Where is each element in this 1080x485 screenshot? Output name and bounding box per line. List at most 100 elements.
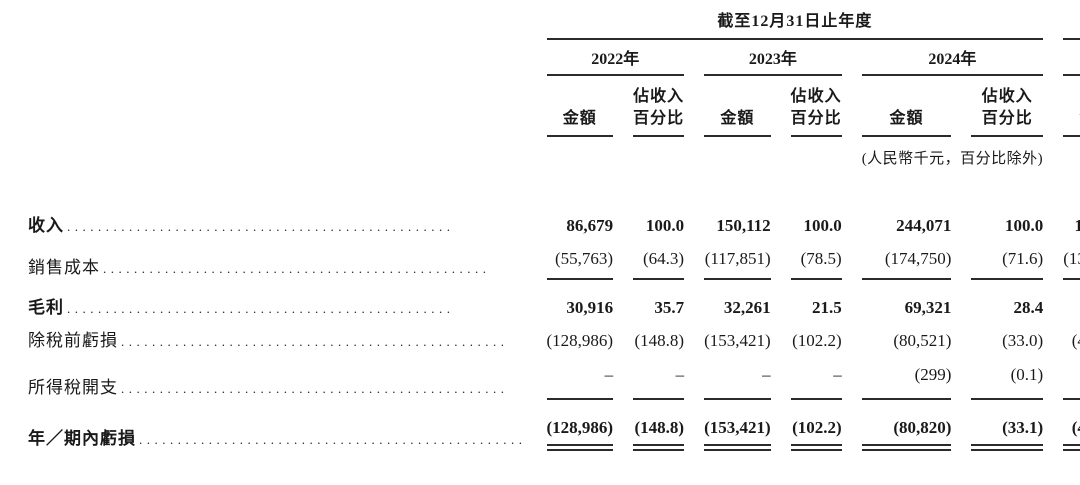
cell-value: (117,851) xyxy=(704,238,771,281)
cell-value: – xyxy=(633,354,685,400)
income-statement-table: 截至12月31日止年度 截至9月30日止九個月 2022年 2023年 2024… xyxy=(8,12,1080,452)
table-row-revenue: 收入 86,679 100.0 150,112 100.0 244,071 10… xyxy=(28,198,1080,238)
dot-leaders xyxy=(139,432,527,448)
year-header-2023: 2023年 xyxy=(704,40,842,76)
period-header-row: 截至12月31日止年度 截至9月30日止九個月 xyxy=(28,12,1080,40)
cell-value: (153,421) xyxy=(704,400,771,452)
cell-value: – xyxy=(704,354,771,400)
cell-value: – xyxy=(1063,354,1080,400)
cell-value: 60,814 xyxy=(1063,280,1080,320)
year-header-2022: 2022年 xyxy=(546,40,685,76)
pct-header-line2: 百分比 xyxy=(633,109,685,127)
cell-value: – xyxy=(790,354,842,400)
cell-value: 21.5 xyxy=(811,298,842,318)
cell-value: (299) xyxy=(861,354,952,400)
cell-value: (132,834) xyxy=(1063,238,1080,281)
row-label: 收入 xyxy=(28,215,64,235)
cell-value: (148.8) xyxy=(633,400,685,452)
cell-value: 150,112 xyxy=(716,215,771,235)
cell-value: 32,261 xyxy=(723,298,771,318)
cell-value: 35.7 xyxy=(654,298,685,318)
spacer xyxy=(547,137,842,171)
dot-leaders xyxy=(67,219,527,235)
spacer xyxy=(28,171,527,198)
pct-header-line2: 百分比 xyxy=(981,109,1033,127)
cell-value: (153,421) xyxy=(704,331,771,351)
cell-value: (148.8) xyxy=(634,331,685,351)
spacer xyxy=(547,171,1044,198)
note-currency-unit: (人民幣千元，百分比除外) xyxy=(861,151,1044,168)
dot-leaders xyxy=(67,301,527,317)
cell-value: (64.3) xyxy=(633,238,685,281)
column-header-percentage: 佔收入 百分比 xyxy=(633,76,685,138)
cell-value: (102.2) xyxy=(792,331,842,351)
row-label-cell: 毛利 xyxy=(28,280,527,320)
cell-value: 193,648 xyxy=(1074,215,1080,235)
cell-value: (33.1) xyxy=(971,400,1044,452)
row-label: 銷售成本 xyxy=(28,257,100,277)
column-header-amount: 金額 xyxy=(546,76,614,138)
row-label-cell: 所得稅開支 xyxy=(28,354,527,400)
spacer xyxy=(1063,137,1080,171)
cell-value: (128,986) xyxy=(546,331,614,351)
cell-value: 69,321 xyxy=(904,298,952,318)
note-row: (未經審計) xyxy=(28,171,1080,198)
row-label-cell: 收入 xyxy=(28,198,527,238)
cell-value: – xyxy=(546,354,614,400)
table-row-loss-before-tax: 除稅前虧損 (128,986) (148.8) (153,421) (102.2… xyxy=(28,320,1080,353)
pct-header-line1: 佔收入 xyxy=(633,88,685,105)
spacer xyxy=(28,76,527,137)
row-label: 除稅前虧損 xyxy=(28,331,118,351)
dot-leaders xyxy=(121,334,527,350)
table-row-cost-of-sales: 銷售成本 (55,763) (64.3) (117,851) (78.5) (1… xyxy=(28,238,1080,281)
period-header-interim: 截至9月30日止九個月 xyxy=(1063,12,1080,40)
cell-value: (80,820) xyxy=(861,400,952,452)
pct-header-line1: 佔收入 xyxy=(790,88,842,105)
column-header-amount: 金額 xyxy=(861,76,952,138)
cell-value: 100.0 xyxy=(803,215,842,235)
row-label: 年／期內虧損 xyxy=(28,428,136,448)
column-header-amount: 金額 xyxy=(704,76,771,138)
cell-value: (0.1) xyxy=(971,354,1044,400)
cell-value: (78.5) xyxy=(790,238,842,281)
year-header-row: 2022年 2023年 2024年 2024年 2025年 xyxy=(28,40,1080,76)
spacer xyxy=(28,40,527,76)
cell-value: (102.2) xyxy=(790,400,842,452)
cell-value: 30,916 xyxy=(566,298,614,318)
cell-value: 244,071 xyxy=(896,215,952,235)
column-header-percentage: 佔收入 百分比 xyxy=(971,76,1044,138)
table-row-gross-profit: 毛利 30,916 35.7 32,261 21.5 69,321 28.4 6… xyxy=(28,280,1080,320)
note-row: (人民幣千元，百分比除外) xyxy=(28,137,1080,171)
year-header-2024: 2024年 xyxy=(861,40,1044,76)
cell-value: (128,986) xyxy=(546,400,614,452)
pct-header-line1: 佔收入 xyxy=(981,88,1033,105)
note-unaudited: (未經審計) xyxy=(1063,171,1080,198)
dot-leaders xyxy=(121,381,527,397)
period-header-annual: 截至12月31日止年度 xyxy=(546,12,1044,40)
cell-value: (80,521) xyxy=(893,331,952,351)
table-row-loss-for-period: 年／期內虧損 (128,986) (148.8) (153,421) (102.… xyxy=(28,400,1080,452)
cell-value: 100.0 xyxy=(1004,215,1044,235)
cell-value: 100.0 xyxy=(645,215,685,235)
cell-value: 28.4 xyxy=(1013,298,1044,318)
dot-leaders xyxy=(103,261,527,277)
cell-value: (49,603) xyxy=(1071,331,1080,351)
cell-value: (49,603) xyxy=(1063,400,1080,452)
cell-value: (174,750) xyxy=(861,238,952,281)
cell-value: 86,679 xyxy=(566,215,614,235)
cell-value: (71.6) xyxy=(971,238,1044,281)
spacer xyxy=(28,137,527,171)
spacer xyxy=(28,12,527,40)
table-row-income-tax: 所得稅開支 – – – – (299) (0.1) – – (70) (0.0) xyxy=(28,354,1080,400)
year-header-2024-interim: 2024年 xyxy=(1063,40,1080,76)
pct-header-line2: 百分比 xyxy=(790,109,842,127)
row-label: 所得稅開支 xyxy=(28,377,118,397)
cell-value: (55,763) xyxy=(546,238,614,281)
row-label-cell: 年／期內虧損 xyxy=(28,400,527,451)
row-label: 毛利 xyxy=(28,298,64,318)
row-label-cell: 銷售成本 xyxy=(28,238,527,280)
row-label-cell: 除稅前虧損 xyxy=(28,320,527,353)
cell-value: (33.0) xyxy=(1002,331,1044,351)
column-header-percentage: 佔收入 百分比 xyxy=(790,76,842,138)
